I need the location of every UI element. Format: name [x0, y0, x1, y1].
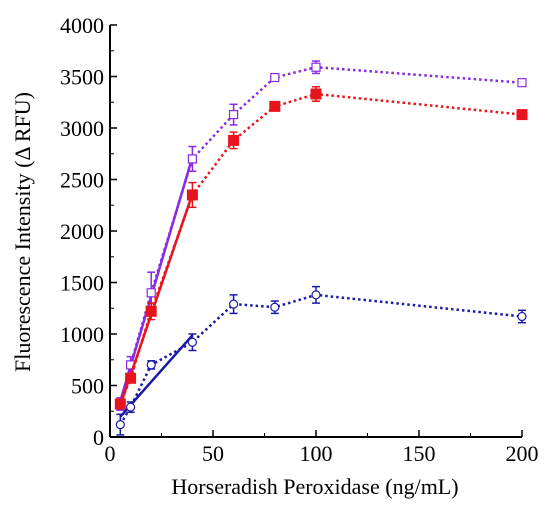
y-tick-label: 0: [93, 425, 104, 450]
x-tick-label: 50: [202, 441, 224, 466]
data-point: [125, 372, 137, 384]
x-tick-label: 150: [403, 441, 436, 466]
series-1: [114, 86, 528, 410]
data-point: [517, 311, 527, 322]
data-point: [229, 299, 239, 309]
fit-line: [119, 156, 194, 402]
data-point: [114, 398, 126, 410]
data-point: [516, 109, 528, 121]
y-axis-label: Fluorescence Intensity (Δ RFU): [10, 92, 35, 372]
data-point: [145, 305, 157, 317]
x-axis-label: Horseradish Peroxidase (ng/mL): [171, 474, 458, 499]
x-tick-label: 0: [105, 441, 116, 466]
series-layer: [114, 60, 528, 436]
y-tick-label: 3000: [60, 116, 104, 141]
data-point: [311, 290, 321, 300]
x-tick-label: 200: [506, 441, 539, 466]
y-tick-label: 3500: [60, 65, 104, 90]
y-tick-label: 1000: [60, 322, 104, 347]
data-point: [146, 288, 156, 298]
data-point: [186, 189, 198, 201]
data-point: [270, 302, 280, 312]
y-tick-label: 2000: [60, 219, 104, 244]
data-point: [187, 154, 197, 164]
y-tick-label: 4000: [60, 13, 104, 38]
data-point: [311, 62, 321, 72]
y-tick-label: 500: [71, 374, 104, 399]
y-tick-label: 1500: [60, 271, 104, 296]
data-point: [517, 78, 527, 88]
data-point: [126, 402, 136, 412]
series-0: [115, 60, 527, 411]
fit-line: [119, 193, 194, 406]
x-tick-label: 100: [300, 441, 333, 466]
axes: 0 50 100 150 2000500100015002000250030003500…: [60, 13, 539, 466]
data-point: [229, 110, 239, 120]
data-point: [228, 134, 240, 146]
series-line: [119, 65, 523, 405]
data-point: [310, 88, 322, 100]
y-tick-label: 2500: [60, 168, 104, 193]
series-line: [119, 293, 523, 426]
data-point: [115, 420, 125, 430]
data-point: [270, 72, 280, 83]
series-line: [119, 92, 523, 405]
data-point: [146, 360, 156, 370]
data-point: [269, 100, 281, 112]
data-point: [187, 337, 197, 347]
series-2: [115, 285, 527, 436]
